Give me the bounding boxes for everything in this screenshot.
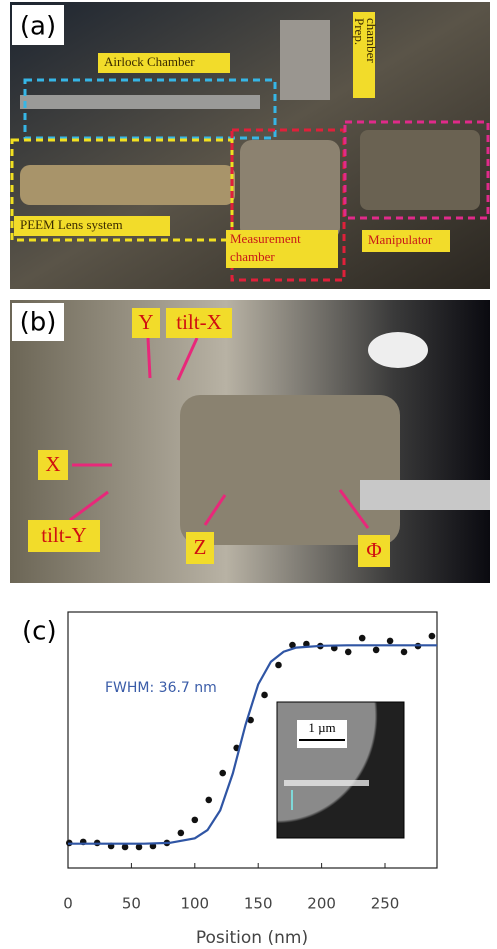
axis-label: tilt-Y (41, 523, 87, 547)
manipulator-body (180, 395, 400, 545)
manipulator-body (360, 130, 480, 210)
data-point (429, 633, 436, 640)
annotation: Airlock Chamber (104, 54, 195, 69)
chart: (c) FWHM: 36.7 nm Position (nm) 1 µm 0 50… (22, 612, 437, 948)
data-point (178, 830, 185, 837)
photo-a: (a) Airlock Chamber Prep. chamber PEEM L… (10, 2, 490, 289)
data-point (373, 647, 380, 654)
edge (284, 780, 369, 786)
axis-label: Φ (366, 538, 381, 562)
cap (368, 332, 428, 368)
photo-b: (b) Y tilt-X X tilt-Y Z Φ (10, 300, 490, 583)
panel-label: (b) (20, 308, 57, 338)
rod (360, 480, 490, 510)
x-axis-title: Position (nm) (196, 928, 308, 948)
x-tick-label: 250 (371, 895, 400, 913)
data-point (192, 817, 199, 824)
data-point (275, 662, 282, 669)
x-tick-label: 200 (307, 895, 336, 913)
chamber (240, 140, 340, 240)
scale-label: 1 µm (308, 720, 335, 735)
panel-label: (a) (20, 12, 56, 42)
axis-label: Z (194, 535, 207, 559)
data-point (219, 770, 226, 777)
prep-body (280, 20, 330, 100)
annotation: chamber (364, 18, 379, 63)
x-tick-label: 0 (63, 895, 73, 913)
annotation: FWHM: 36.7 nm (105, 680, 217, 696)
data-point (359, 635, 366, 642)
data-point (205, 797, 212, 804)
data-point (345, 649, 352, 656)
x-tick-label: 50 (122, 895, 141, 913)
x-tick-label: 100 (180, 895, 209, 913)
axis-label: tilt-X (176, 310, 222, 334)
annotation: chamber (230, 249, 275, 264)
axis-label: Y (138, 310, 153, 334)
inset: 1 µm (277, 702, 404, 838)
axis-label: X (45, 452, 60, 476)
panel-label: (c) (22, 617, 57, 647)
data-point (387, 638, 394, 645)
tube (20, 95, 260, 109)
figure: (a) Airlock Chamber Prep. chamber PEEM L… (0, 0, 497, 949)
data-point (401, 649, 408, 656)
x-tick-label: 150 (244, 895, 273, 913)
annotation: PEEM Lens system (20, 217, 123, 232)
annotation: Measurement (230, 231, 301, 246)
lens-column (20, 165, 235, 205)
data-point (261, 692, 268, 699)
annotation: Manipulator (368, 232, 433, 247)
